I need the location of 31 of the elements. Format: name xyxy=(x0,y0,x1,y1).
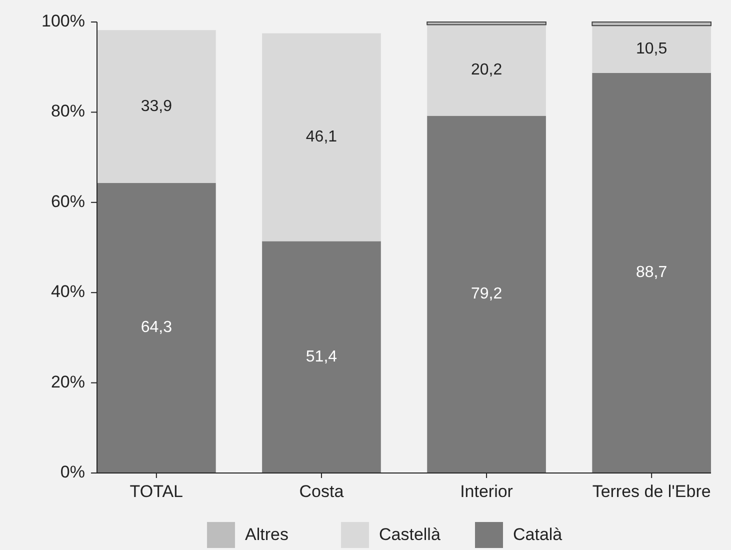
bar xyxy=(426,22,546,26)
data-label: 20,2 xyxy=(470,61,502,78)
bar xyxy=(592,26,711,73)
legend-label: Català xyxy=(513,525,563,544)
x-tick-label: Terres de l'Ebre xyxy=(592,482,711,501)
x-tick-label: Costa xyxy=(299,482,344,501)
data-label: 10,5 xyxy=(636,40,668,58)
x-tick-label: Interior xyxy=(460,482,514,501)
legend-label: Castellà xyxy=(379,525,441,544)
bar xyxy=(592,22,712,26)
y-tick-label: 100% xyxy=(42,11,85,30)
bar xyxy=(427,24,546,116)
bar xyxy=(262,241,381,473)
x-tick-label: TOTAL xyxy=(130,482,184,501)
data-label: 46,1 xyxy=(306,128,338,146)
y-tick-label: 60% xyxy=(50,192,85,211)
bar xyxy=(427,116,546,473)
bar xyxy=(97,30,216,184)
data-label: 33,9 xyxy=(140,98,172,115)
y-tick-label: 20% xyxy=(50,372,85,392)
data-label: 88,7 xyxy=(636,264,668,282)
data-label: 79,2 xyxy=(470,286,502,303)
legend-label: Altres xyxy=(245,525,288,544)
data-label: 51,4 xyxy=(306,348,338,366)
bar xyxy=(262,33,381,242)
bar xyxy=(97,183,216,473)
y-tick-label: 80% xyxy=(50,102,85,121)
data-label: 64,3 xyxy=(140,319,172,336)
bar xyxy=(592,72,711,473)
y-tick-label: 40% xyxy=(50,282,85,302)
y-tick-label: 0% xyxy=(60,462,85,482)
